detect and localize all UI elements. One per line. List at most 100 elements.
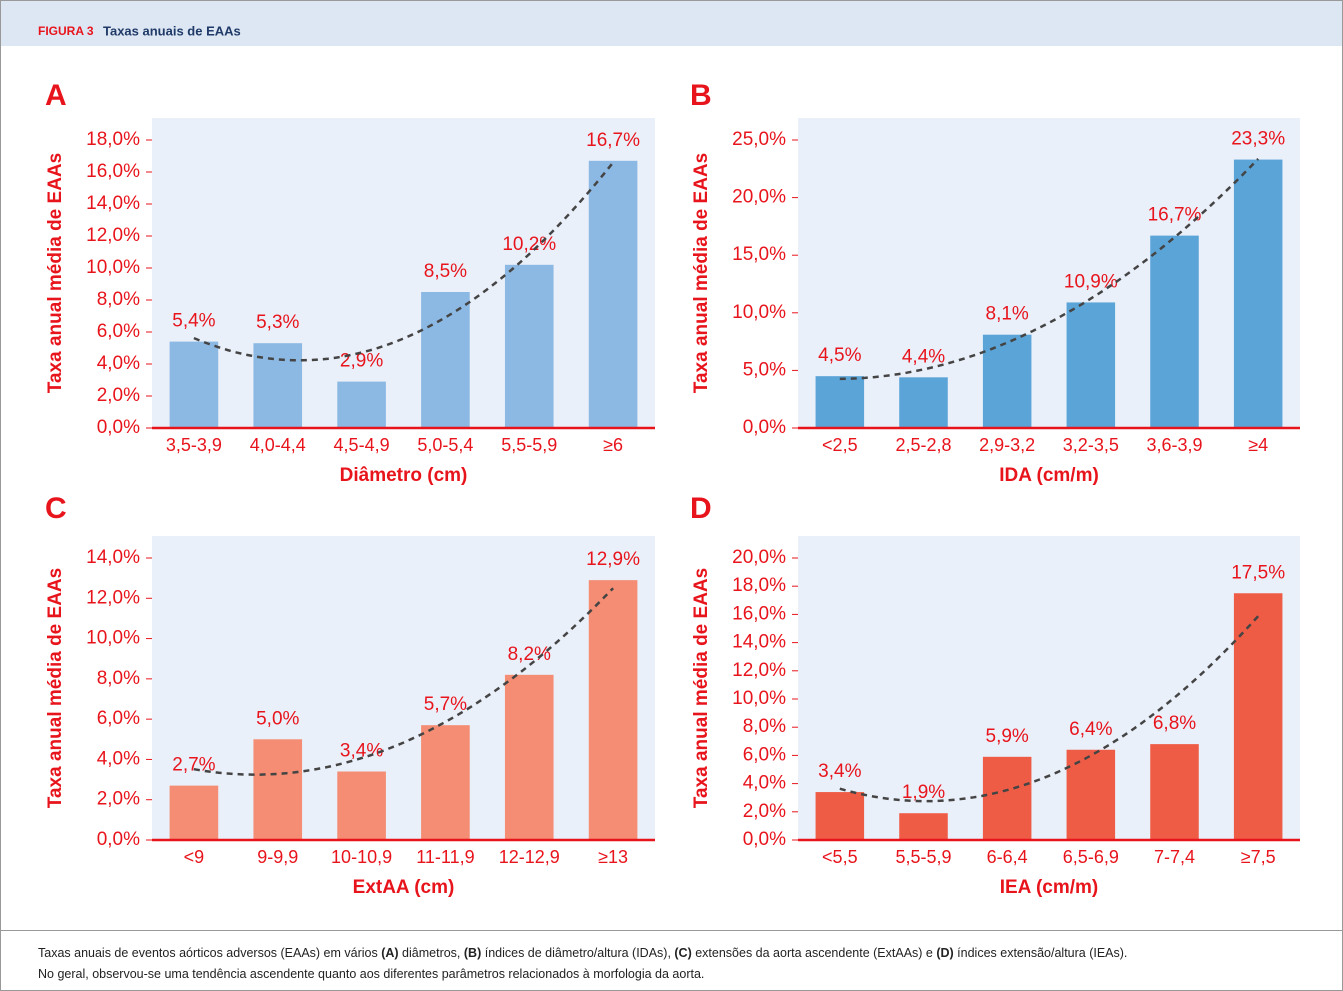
y-tick-label: 12,0% — [86, 587, 140, 608]
caption-segment: (D) — [936, 946, 953, 960]
value-label: 5,7% — [424, 694, 467, 715]
y-tick-label: 8,0% — [97, 289, 140, 310]
caption-segment: (A) — [381, 946, 398, 960]
value-label: 4,4% — [902, 346, 945, 367]
x-tick-label: 3,2-3,5 — [1063, 435, 1119, 455]
bar — [1150, 235, 1199, 428]
y-tick-label: 2,0% — [97, 385, 140, 406]
x-axis-title: IDA (cm/m) — [999, 465, 1099, 486]
y-tick-label: 5,0% — [743, 359, 786, 380]
value-label: 1,9% — [902, 782, 945, 803]
value-label: 16,7% — [586, 130, 640, 151]
x-axis-title: Diâmetro (cm) — [340, 465, 468, 486]
value-label: 5,9% — [986, 726, 1029, 747]
x-tick-label: 6-6,4 — [987, 847, 1028, 867]
y-tick-label: 4,0% — [743, 773, 786, 794]
plot-area — [152, 536, 655, 840]
bar — [1233, 593, 1283, 840]
value-label: 5,3% — [256, 312, 299, 333]
value-label: 8,2% — [508, 644, 551, 665]
bar — [504, 264, 554, 428]
x-tick-label: 4,0-4,4 — [250, 435, 306, 455]
header-band — [0, 0, 1343, 46]
y-tick-label: 4,0% — [97, 353, 140, 374]
figure-label: FIGURA 3 — [38, 24, 94, 38]
y-tick-label: 0,0% — [743, 417, 786, 438]
x-tick-label: 5,5-5,9 — [501, 435, 557, 455]
y-tick-label: 6,0% — [97, 321, 140, 342]
value-label: 8,1% — [986, 304, 1029, 325]
x-tick-label: 3,6-3,9 — [1146, 435, 1202, 455]
value-label: 3,4% — [818, 761, 861, 782]
y-tick-label: 20,0% — [732, 547, 786, 568]
value-label: 23,3% — [1231, 129, 1285, 150]
bar — [1150, 744, 1199, 840]
value-label: 12,9% — [586, 549, 640, 570]
y-tick-label: 8,0% — [97, 668, 140, 689]
bar — [1233, 159, 1283, 429]
y-tick-label: 14,0% — [86, 193, 140, 214]
y-tick-label: 14,0% — [86, 547, 140, 568]
bar — [815, 792, 865, 840]
caption-segment: índices extensão/altura (IEAs). — [954, 946, 1128, 960]
y-tick-label: 0,0% — [97, 417, 140, 438]
y-tick-label: 10,0% — [732, 302, 786, 323]
value-label: 5,0% — [256, 708, 299, 729]
y-tick-label: 14,0% — [732, 632, 786, 653]
y-tick-label: 10,0% — [86, 628, 140, 649]
y-tick-label: 10,0% — [732, 688, 786, 709]
bar — [169, 785, 219, 840]
plot-area — [798, 536, 1300, 840]
y-tick-label: 10,0% — [86, 257, 140, 278]
y-tick-label: 25,0% — [732, 129, 786, 150]
trend-line — [193, 161, 615, 362]
bar — [982, 756, 1032, 840]
caption-segment: Taxas anuais de eventos aórticos adverso… — [38, 946, 381, 960]
y-axis-title: Taxa anual média de EAAs — [691, 153, 712, 393]
y-tick-label: 12,0% — [86, 225, 140, 246]
value-label: 10,2% — [502, 234, 556, 255]
value-label: 10,9% — [1064, 271, 1118, 292]
x-tick-label: 10-10,9 — [331, 847, 392, 867]
bar — [337, 771, 386, 840]
value-label: 2,7% — [172, 755, 215, 776]
x-tick-label: 3,5-3,9 — [166, 435, 222, 455]
y-axis-title: Taxa anual média de EAAs — [45, 153, 66, 393]
bar — [588, 160, 638, 429]
panel-letter: C — [45, 492, 67, 525]
bar — [899, 377, 948, 428]
value-label: 3,4% — [340, 741, 383, 762]
panel-letter: D — [690, 492, 712, 525]
caption-segment: (B) — [464, 946, 481, 960]
y-tick-label: 12,0% — [732, 660, 786, 681]
value-label: 2,9% — [340, 351, 383, 372]
bar — [169, 341, 219, 428]
x-tick-label: ≥7,5 — [1241, 847, 1276, 867]
panel-letter: A — [45, 79, 67, 112]
y-tick-label: 4,0% — [97, 748, 140, 769]
x-tick-label: 7-7,4 — [1154, 847, 1195, 867]
plot-area — [152, 118, 655, 428]
value-label: 6,8% — [1153, 713, 1196, 734]
caption-segment: No geral, observou-se uma tendência asce… — [38, 967, 704, 981]
x-tick-label: ≥6 — [603, 435, 623, 455]
x-tick-label: 11-11,9 — [416, 847, 474, 867]
bar — [815, 376, 865, 428]
caption-segment: diâmetros, — [399, 946, 464, 960]
bar — [588, 580, 638, 840]
y-tick-label: 16,0% — [86, 161, 140, 182]
trend-line — [193, 587, 614, 776]
x-tick-label: <5,5 — [822, 847, 858, 867]
x-tick-label: ≥4 — [1248, 435, 1268, 455]
x-tick-label: 6,5-6,9 — [1063, 847, 1119, 867]
y-axis-title: Taxa anual média de EAAs — [691, 568, 712, 808]
x-axis-title: ExtAA (cm) — [353, 877, 455, 898]
bar — [504, 674, 554, 840]
figure-title: Taxas anuais de EAAs — [103, 23, 241, 38]
y-tick-label: 16,0% — [732, 603, 786, 624]
bar — [1066, 302, 1116, 428]
x-tick-label: 12-12,9 — [499, 847, 560, 867]
bar — [899, 813, 948, 840]
y-tick-label: 15,0% — [732, 244, 786, 265]
bar — [253, 739, 303, 840]
